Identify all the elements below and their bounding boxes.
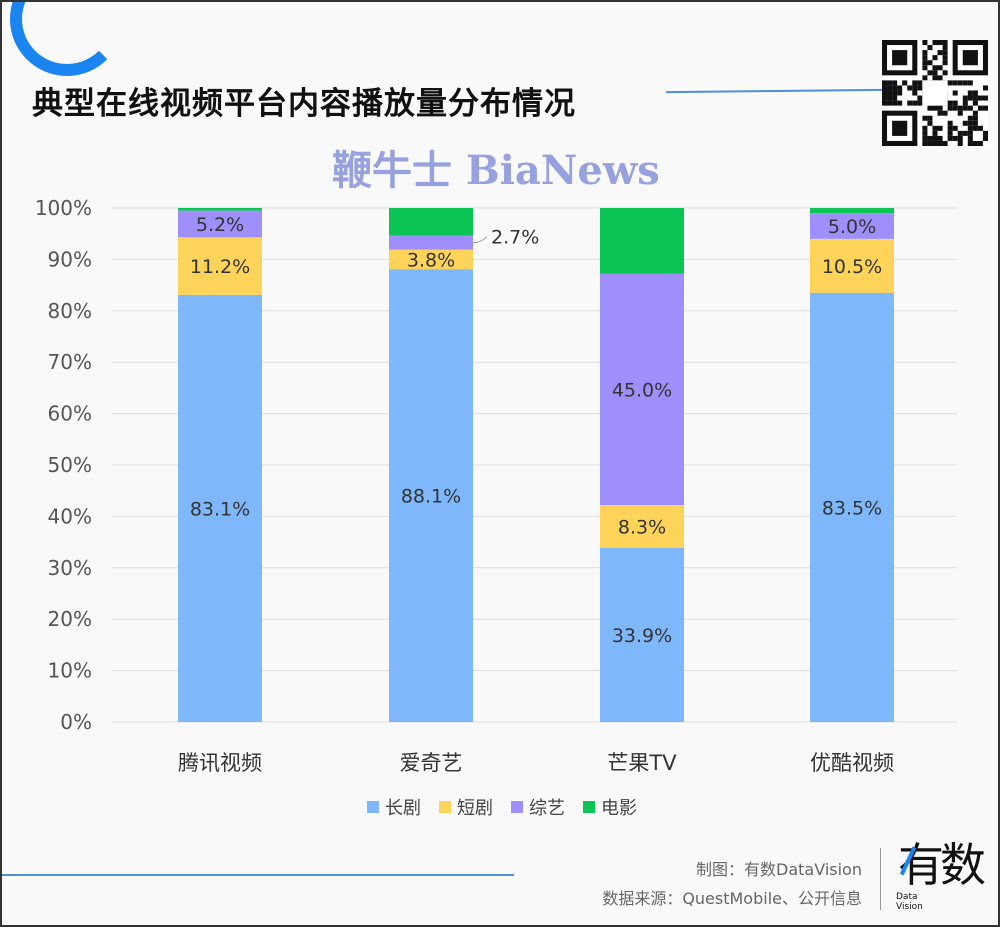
bar-segment xyxy=(600,208,684,274)
x-tick-label: 芒果TV xyxy=(607,751,677,775)
legend-item: 短剧 xyxy=(439,794,493,820)
logo-subtext-line2: Vision xyxy=(896,902,923,912)
x-tick-label: 爱奇艺 xyxy=(400,751,463,775)
bar-segment xyxy=(810,238,894,293)
data-label: 45.0% xyxy=(612,379,672,401)
bar-segment xyxy=(389,208,473,236)
legend: 长剧 短剧 综艺 电影 xyxy=(2,794,998,820)
legend-swatch xyxy=(511,801,523,813)
legend-swatch xyxy=(367,801,379,813)
legend-item: 电影 xyxy=(583,794,637,820)
y-tick-label: 90% xyxy=(48,247,92,271)
legend-label: 电影 xyxy=(601,798,637,819)
logo-divider xyxy=(880,848,881,910)
y-tick-label: 60% xyxy=(48,402,92,426)
y-tick-label: 0% xyxy=(60,710,92,734)
bar-segment xyxy=(389,235,473,250)
y-tick-label: 70% xyxy=(48,350,92,374)
watermark: 鞭牛士 BiaNews xyxy=(332,147,660,194)
y-tick-label: 30% xyxy=(48,556,92,580)
data-label: 83.1% xyxy=(190,498,250,520)
y-tick-label: 40% xyxy=(48,504,92,528)
bar-segment xyxy=(810,208,894,214)
legend-label: 短剧 xyxy=(457,798,493,819)
bar-segment xyxy=(178,237,262,295)
bar-segment xyxy=(600,273,684,506)
legend-swatch xyxy=(439,801,451,813)
data-label: 10.5% xyxy=(822,256,882,278)
y-tick-label: 50% xyxy=(48,453,92,477)
source-text: 数据来源：QuestMobile、公开信息 xyxy=(602,889,862,908)
leader-line xyxy=(472,236,488,244)
data-label: 33.9% xyxy=(612,625,672,647)
logo-subtext: Data Vision xyxy=(896,892,923,912)
bar-segment xyxy=(389,269,473,722)
data-label: 5.0% xyxy=(828,216,876,238)
page-title: 典型在线视频平台内容播放量分布情况 xyxy=(32,86,576,122)
y-tick-label: 20% xyxy=(48,607,92,631)
y-tick-label: 80% xyxy=(48,299,92,323)
credit-text: 制图：有数DataVision xyxy=(696,860,862,879)
credits: 制图：有数DataVision 数据来源：QuestMobile、公开信息 xyxy=(602,855,862,913)
data-label: 83.5% xyxy=(822,497,882,519)
legend-label: 综艺 xyxy=(529,798,565,819)
y-tick-label: 10% xyxy=(48,659,92,683)
logo-subtext-line1: Data xyxy=(896,892,918,902)
bar-segment xyxy=(600,547,684,722)
legend-item: 长剧 xyxy=(367,794,421,820)
stacked-bar-chart: 0% 10% 20% 30% 40% 50% 60% 70% 80% 90% 100% 83.1% 11… xyxy=(35,196,957,775)
legend-item: 综艺 xyxy=(511,794,565,820)
data-label: 5.2% xyxy=(196,214,244,236)
bar-segment xyxy=(178,294,262,722)
bar-segment xyxy=(178,208,262,211)
datavision-logo: 有数 Data Vision xyxy=(894,840,986,920)
bar-segment xyxy=(810,213,894,239)
bar-segment xyxy=(178,210,262,238)
x-tick-label: 腾讯视频 xyxy=(178,751,262,775)
bar-segment xyxy=(389,249,473,270)
data-label: 11.2% xyxy=(190,256,250,278)
qr-code-icon xyxy=(882,40,988,146)
x-tick-label: 优酷视频 xyxy=(810,751,894,775)
data-label: 2.7% xyxy=(491,227,539,249)
bar-segment xyxy=(600,505,684,548)
legend-swatch xyxy=(583,801,595,813)
bar-segment xyxy=(810,292,894,722)
data-label: 88.1% xyxy=(401,486,461,508)
footer-divider xyxy=(2,874,514,876)
legend-label: 长剧 xyxy=(385,798,421,819)
y-tick-label: 100% xyxy=(35,196,92,220)
data-label: 8.3% xyxy=(618,516,666,538)
data-label: 3.8% xyxy=(407,249,455,271)
